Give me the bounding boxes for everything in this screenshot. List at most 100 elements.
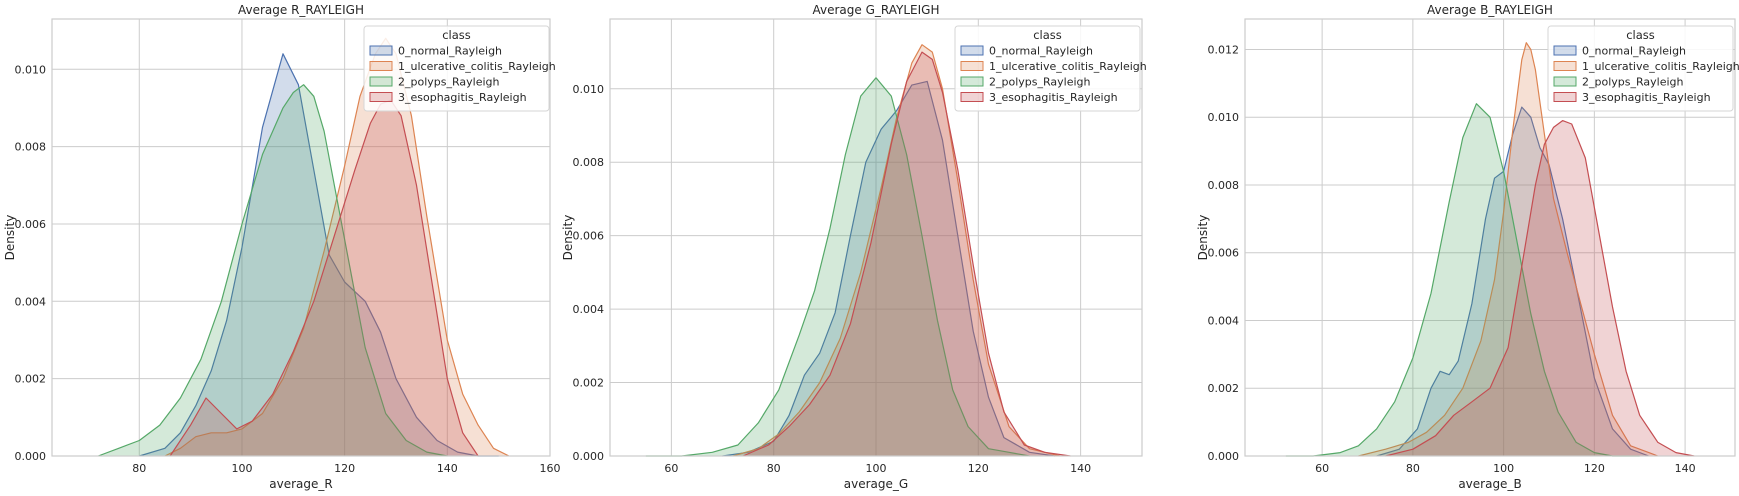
x-tick-label: 160 — [540, 462, 561, 475]
x-tick-label: 100 — [1493, 462, 1514, 475]
density-line-2 — [1285, 103, 1640, 457]
x-axis-label: average_R — [269, 477, 332, 491]
y-axis-label: Density — [561, 215, 575, 261]
legend-entry: 2_polyps_Rayleigh — [398, 76, 500, 89]
legend-entry: 0_normal_Rayleigh — [398, 45, 502, 58]
legend-box — [954, 25, 1141, 112]
legend-swatch — [960, 61, 984, 71]
density-line-0 — [139, 53, 499, 457]
x-tick-label: 60 — [664, 462, 678, 475]
legend-box — [1547, 25, 1734, 112]
x-tick-label: 100 — [866, 462, 887, 475]
x-tick-label: 120 — [1584, 462, 1605, 475]
y-tick-label: 0.010 — [15, 63, 47, 76]
legend-swatch — [369, 76, 393, 87]
legend-swatch — [1553, 61, 1577, 71]
density-area-1 — [732, 44, 1061, 456]
x-axis-label: average_G — [844, 477, 908, 491]
x-tick-label: 140 — [1675, 462, 1696, 475]
y-tick-label: 0.002 — [573, 377, 605, 390]
density-area-3 — [1385, 120, 1695, 456]
y-tick-label: 0.012 — [1208, 43, 1240, 56]
x-tick-label: 120 — [334, 462, 355, 475]
legend-entry: 2_polyps_Rayleigh — [1582, 76, 1684, 89]
chart-panel-3: 60 80 100 120 140 0.000 0.002 0.004 0.006 0.008 0.… — [1196, 3, 1739, 491]
y-tick-label: 0.006 — [1208, 247, 1240, 260]
x-tick-label: 140 — [437, 462, 458, 475]
density-area-1 — [1358, 42, 1658, 456]
x-tick-label: 140 — [1070, 462, 1091, 475]
legend-swatch — [1553, 45, 1577, 56]
y-tick-label: 0.000 — [573, 450, 605, 463]
x-tick-label: 60 — [1315, 462, 1329, 475]
y-tick-label: 0.000 — [1208, 450, 1240, 463]
x-tick-label: 80 — [132, 462, 146, 475]
density-area-0 — [722, 81, 1055, 457]
density-line-3 — [742, 51, 1071, 457]
legend-entry: 3_esophagitis_Rayleigh — [398, 91, 527, 104]
x-tick-label: 120 — [968, 462, 989, 475]
density-area-2 — [1285, 103, 1640, 456]
legend-entry: 1_ulcerative_colitis_Rayleigh — [989, 60, 1147, 73]
x-tick-label: 100 — [231, 462, 252, 475]
legend-swatch — [1553, 76, 1577, 87]
legend: class 0_normal_Rayleigh 1_ulcerative_colit… — [954, 25, 1147, 112]
y-tick-label: 0.008 — [573, 156, 605, 169]
density-area-2 — [645, 77, 1030, 457]
legend: class 0_normal_Rayleigh 1_ulcerative_colit… — [363, 25, 556, 112]
density-line-3 — [169, 99, 479, 457]
density-line-1 — [1358, 42, 1659, 457]
y-tick-label: 0.000 — [15, 450, 47, 463]
y-tick-label: 0.002 — [15, 373, 47, 386]
density-area-1 — [164, 38, 509, 457]
density-line-2 — [97, 84, 448, 457]
density-area-2 — [98, 84, 448, 456]
y-tick-label: 0.004 — [15, 295, 47, 308]
y-tick-label: 0.002 — [1208, 382, 1240, 395]
density-line-1 — [164, 37, 510, 457]
legend-entry: 1_ulcerative_colitis_Rayleigh — [1582, 60, 1739, 73]
y-axis-label: Density — [3, 215, 17, 261]
legend-title: class — [442, 28, 471, 42]
density-line-3 — [1385, 120, 1695, 457]
y-tick-label: 0.008 — [15, 141, 47, 154]
y-tick-label: 0.010 — [573, 83, 605, 96]
density-line-1 — [732, 44, 1061, 457]
density-area-0 — [1376, 107, 1649, 456]
plot-frame — [51, 18, 551, 457]
legend-swatch — [1553, 92, 1577, 102]
density-area-0 — [139, 53, 499, 457]
legend-entry: 3_esophagitis_Rayleigh — [989, 91, 1118, 104]
legend-entry: 0_normal_Rayleigh — [989, 45, 1093, 58]
chart-title: Average R_RAYLEIGH — [238, 3, 364, 17]
density-line-0 — [1376, 106, 1650, 457]
legend-entry: 1_ulcerative_colitis_Rayleigh — [398, 60, 556, 73]
legend-swatch — [960, 92, 984, 102]
x-tick-label: 80 — [767, 462, 781, 475]
chart-panel-2: 60 80 100 120 140 0.000 0.002 0.004 0.006 0.008 0.… — [561, 3, 1147, 491]
density-line-0 — [722, 80, 1056, 457]
legend-swatch — [369, 45, 393, 56]
legend-title: class — [1626, 28, 1655, 42]
legend-swatch — [960, 45, 984, 56]
y-tick-label: 0.006 — [573, 230, 605, 243]
y-tick-label: 0.006 — [15, 218, 47, 231]
density-area-3 — [170, 100, 479, 456]
x-axis-label: average_B — [1458, 477, 1521, 491]
y-tick-label: 0.010 — [1208, 111, 1240, 124]
legend-box — [363, 25, 550, 112]
legend-entry: 0_normal_Rayleigh — [1582, 45, 1686, 58]
y-tick-label: 0.004 — [573, 303, 605, 316]
legend: class 0_normal_Rayleigh 1_ulcerative_colit… — [1547, 25, 1739, 112]
y-tick-label: 0.004 — [1208, 314, 1240, 327]
y-tick-label: 0.008 — [1208, 179, 1240, 192]
x-tick-label: 80 — [1406, 462, 1420, 475]
chart-title: Average G_RAYLEIGH — [813, 3, 940, 17]
density-line-2 — [645, 77, 1030, 457]
legend-swatch — [960, 76, 984, 87]
y-axis-label: Density — [1196, 215, 1210, 261]
legend-swatch — [369, 61, 393, 71]
legend-entry: 2_polyps_Rayleigh — [989, 76, 1091, 89]
chart-title: Average B_RAYLEIGH — [1427, 3, 1553, 17]
